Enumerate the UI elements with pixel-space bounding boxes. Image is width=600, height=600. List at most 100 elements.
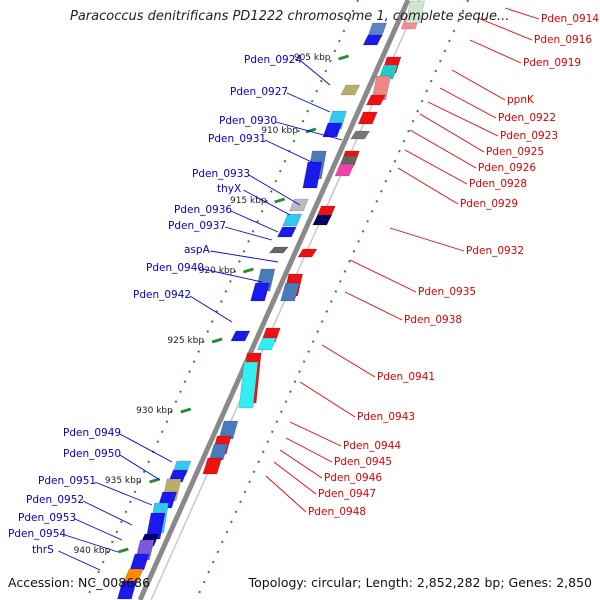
forward-gene-block[interactable] bbox=[367, 22, 387, 38]
gene-label-layer: Pden_0924 Pden_0927 Pden_0930 Pden_0931 Pden… bbox=[8, 7, 599, 571]
forward-gene-leader bbox=[64, 534, 119, 553]
forward-gene-label[interactable]: Pden_0933 bbox=[192, 168, 250, 180]
reverse-gene-leader bbox=[321, 344, 376, 378]
reverse-gene-leader bbox=[451, 69, 506, 101]
reverse-gene-block[interactable] bbox=[218, 420, 239, 440]
forward-gene-label[interactable]: aspA bbox=[184, 244, 211, 256]
forward-gene-block[interactable] bbox=[302, 161, 323, 189]
forward-gene-label[interactable]: Pden_0952 bbox=[26, 494, 84, 506]
kbp-tick-label: 915 kbp bbox=[230, 196, 267, 206]
forward-gene-label[interactable]: Pden_0953 bbox=[18, 512, 76, 524]
forward-gene-label[interactable]: Pden_0940 bbox=[146, 262, 204, 274]
reverse-gene-label[interactable]: Pden_0935 bbox=[418, 286, 476, 298]
reverse-gene-leader bbox=[279, 449, 323, 479]
forward-gene-label[interactable]: Pden_0937 bbox=[168, 220, 226, 232]
reverse-gene-label[interactable]: Pden_0938 bbox=[404, 314, 462, 326]
reverse-gene-label[interactable]: Pden_0946 bbox=[324, 472, 382, 484]
reverse-gene-block[interactable] bbox=[297, 248, 318, 258]
forward-gene-block[interactable] bbox=[117, 580, 137, 600]
reverse-gene-label[interactable]: Pden_0947 bbox=[318, 488, 376, 500]
forward-gene-leader bbox=[202, 268, 263, 283]
reverse-gene-label[interactable]: Pden_0943 bbox=[357, 411, 415, 423]
reverse-gene-block[interactable] bbox=[371, 75, 391, 101]
kbp-tick-label: 920 kbp bbox=[199, 266, 236, 276]
kbp-tick-mark bbox=[242, 267, 254, 274]
forward-gene-label[interactable]: Pden_0924 bbox=[244, 54, 302, 66]
reverse-gene-label[interactable]: ppnK bbox=[507, 94, 535, 106]
reverse-gene-label[interactable]: Pden_0919 bbox=[523, 57, 581, 69]
forward-gene-leader bbox=[119, 433, 173, 463]
reverse-gene-block[interactable] bbox=[238, 361, 259, 409]
reverse-gene-leader bbox=[389, 227, 465, 252]
reverse-gene-leader bbox=[344, 291, 403, 321]
forward-gene-leader bbox=[230, 210, 279, 233]
forward-gene-block[interactable] bbox=[362, 34, 383, 46]
kbp-tick-mark bbox=[338, 54, 349, 61]
forward-gene-label[interactable]: Pden_0950 bbox=[63, 448, 121, 460]
forward-gene-label[interactable]: thrS bbox=[32, 544, 54, 556]
forward-gene-label[interactable]: Pden_0942 bbox=[133, 289, 191, 301]
reverse-gene-leader bbox=[409, 129, 477, 169]
kbp-tick-mark bbox=[305, 127, 317, 134]
reverse-gene-block[interactable] bbox=[208, 443, 229, 461]
reverse-gene-label[interactable]: Pden_0932 bbox=[466, 245, 524, 257]
reverse-gene-label[interactable]: Pden_0948 bbox=[308, 506, 366, 518]
reverse-gene-block[interactable] bbox=[280, 282, 300, 302]
reverse-gene-leader bbox=[285, 437, 333, 463]
reverse-gene-label[interactable]: Pden_0926 bbox=[478, 162, 536, 174]
forward-gene-label[interactable]: Pden_0931 bbox=[208, 133, 266, 145]
reverse-gene-block[interactable] bbox=[405, 0, 425, 24]
reverse-gene-block[interactable] bbox=[357, 111, 378, 125]
reverse-gene-label[interactable]: Pden_0916 bbox=[534, 34, 592, 46]
forward-gene-leader bbox=[74, 518, 123, 541]
reverse-gene-label[interactable]: Pden_0914 bbox=[541, 13, 599, 25]
forward-gene-block[interactable] bbox=[123, 568, 144, 582]
kbp-tick-label: 930 kbp bbox=[136, 406, 173, 416]
reverse-gene-label[interactable]: Pden_0925 bbox=[486, 146, 544, 158]
reverse-gene-leader bbox=[419, 113, 485, 153]
kbp-tick-mark bbox=[274, 197, 286, 204]
forward-gene-label[interactable]: Pden_0936 bbox=[174, 204, 232, 216]
forward-gene-block[interactable] bbox=[230, 330, 251, 342]
reverse-gene-leader bbox=[299, 381, 356, 418]
forward-gene-block[interactable] bbox=[250, 282, 270, 302]
forward-gene-label[interactable]: Pden_0954 bbox=[8, 528, 66, 540]
reverse-gene-block[interactable] bbox=[334, 163, 355, 177]
forward-gene-label[interactable]: thyX bbox=[217, 183, 241, 195]
reverse-gene-label[interactable]: Pden_0944 bbox=[343, 440, 401, 452]
reverse-gene-leader bbox=[273, 461, 317, 495]
forward-gene-leader bbox=[94, 481, 153, 506]
forward-gene-block[interactable] bbox=[276, 226, 297, 238]
forward-gene-block[interactable] bbox=[282, 213, 303, 227]
reverse-gene-label[interactable]: Pden_0941 bbox=[377, 371, 435, 383]
kbp-tick-mark bbox=[180, 407, 192, 414]
forward-gene-block[interactable] bbox=[322, 122, 343, 138]
reverse-gene-block[interactable] bbox=[312, 214, 333, 226]
reverse-gene-label[interactable]: Pden_0929 bbox=[460, 198, 518, 210]
reverse-gene-block[interactable] bbox=[256, 337, 277, 351]
reverse-gene-label[interactable]: Pden_0945 bbox=[334, 456, 392, 468]
reverse-gene-block[interactable] bbox=[365, 94, 386, 106]
reverse-gene-label[interactable]: Pden_0923 bbox=[500, 130, 558, 142]
reverse-gene-label[interactable]: Pden_0922 bbox=[498, 112, 556, 124]
reverse-gene-label[interactable]: Pden_0928 bbox=[469, 178, 527, 190]
forward-gene-block[interactable] bbox=[268, 246, 289, 254]
genome-summary-text: Topology: circular; Length: 2,852,282 bp… bbox=[248, 575, 592, 590]
forward-gene-label[interactable]: Pden_0949 bbox=[63, 427, 121, 439]
forward-gene-leader bbox=[224, 226, 273, 241]
forward-gene-label[interactable]: Pden_0927 bbox=[230, 86, 288, 98]
reverse-gene-leader bbox=[427, 101, 499, 137]
forward-gene-block[interactable] bbox=[145, 512, 166, 540]
forward-gene-block[interactable] bbox=[129, 553, 150, 571]
forward-gene-block[interactable] bbox=[340, 84, 361, 96]
reverse-gene-block[interactable] bbox=[202, 457, 223, 475]
kbp-tick-label: 905 kbp bbox=[294, 53, 331, 63]
reverse-gene-leader bbox=[477, 17, 533, 41]
forward-gene-leader bbox=[264, 139, 319, 166]
forward-gene-label[interactable]: Pden_0930 bbox=[219, 115, 277, 127]
reverse-gene-block[interactable] bbox=[350, 130, 371, 140]
forward-gene-label[interactable]: Pden_0951 bbox=[38, 475, 96, 487]
kbp-tick-layer: 905 kbp 910 kbp 915 kbp 920 kbp 925 kbp 930 k… bbox=[74, 53, 349, 556]
reverse-gene-block[interactable] bbox=[378, 64, 399, 80]
